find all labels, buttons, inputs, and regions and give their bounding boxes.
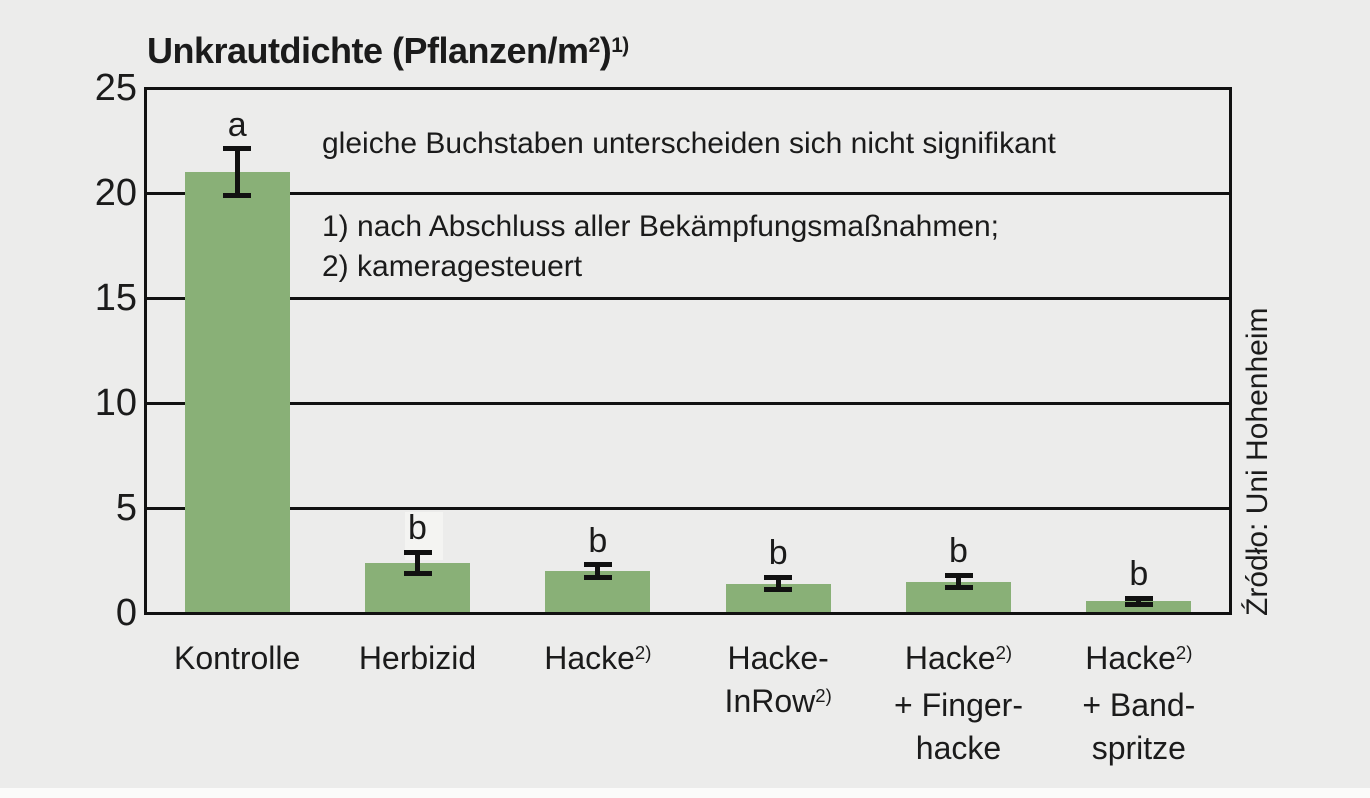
significance-letter-0: a: [227, 105, 247, 144]
significance-letter-1: b: [408, 509, 427, 548]
chart-title: Unkrautdichte (Pflanzen/m2)1): [147, 30, 629, 72]
gridline-20: [147, 191, 1229, 195]
x-axis-label-line: + Band-: [1082, 687, 1196, 723]
x-axis-label-4: Hacke2) + Finger-hacke: [852, 637, 1066, 770]
y-tick-label-20: 20: [94, 172, 137, 214]
x-axis-label-line: + Finger-: [894, 687, 1023, 723]
x-axis-label-0: Kontrolle: [130, 637, 344, 680]
x-axis-label-line: Kontrolle: [174, 640, 301, 676]
x-axis-label-1: Herbizid: [311, 637, 525, 680]
error-bar-stem-1: [415, 552, 420, 574]
bar-Kontrolle: [184, 172, 290, 613]
error-bar-cap-bottom-1: [403, 570, 432, 576]
x-axis-label-line: Herbizid: [358, 640, 477, 676]
x-axis-label-line: Hacke2): [1085, 640, 1193, 676]
error-bar-cap-top-1: [403, 549, 432, 555]
x-axis-label-footnote-ref: 2): [995, 641, 1013, 663]
error-bar-stem-4: [956, 575, 961, 588]
chart-title-text: Unkrautdichte (Pflanzen/m: [147, 30, 589, 71]
significance-letter-5: b: [1129, 555, 1149, 594]
chart-title-footnote-ref: 1): [611, 33, 629, 57]
x-axis-label-footnote-ref: 2): [815, 684, 832, 706]
error-bar-stem-2: [595, 564, 601, 578]
x-axis-label-line: spritze: [1091, 730, 1186, 766]
y-tick-label-10: 10: [94, 382, 137, 424]
error-bar-cap-top-4: [944, 572, 973, 578]
bar-Hacke 2) + Bandspritze: [1086, 601, 1192, 613]
error-bar-cap-bottom-3: [764, 587, 793, 593]
error-bar-cap-top-3: [764, 574, 793, 580]
bottom-strip: [0, 788, 1370, 798]
x-axis-label-footnote-ref: 2): [634, 641, 652, 663]
chart-title-close-paren: ): [599, 30, 612, 71]
x-axis-label-footnote-ref: 2): [1175, 641, 1193, 663]
error-bar-cap-top-5: [1124, 595, 1153, 601]
gridline-5: [147, 506, 1229, 510]
y-tick-label-15: 15: [94, 277, 137, 319]
x-axis-label-line: Hacke2): [904, 640, 1013, 676]
significance-note: gleiche Buchstaben unterscheiden sich ni…: [322, 127, 1056, 160]
x-axis-label-5: Hacke2) + Band-spritze: [1032, 637, 1246, 770]
y-tick-label-5: 5: [115, 487, 137, 529]
source-credit: Źródło: Uni Hohenheim: [1241, 307, 1274, 616]
error-bar-cap-bottom-5: [1124, 602, 1153, 608]
error-bar-stem-3: [775, 577, 781, 590]
error-bar-cap-top-0: [223, 146, 252, 152]
x-axis-label-line: Hacke2): [544, 640, 652, 676]
error-bar-stem-0: [234, 148, 240, 196]
significance-letter-3: b: [768, 534, 788, 573]
footnote-2: 2) kameragesteuert: [322, 250, 583, 283]
footnote-1: 1) nach Abschluss aller Bekämpfungsmaßna…: [322, 210, 1000, 243]
x-axis-label-3: Hacke- InRow2): [671, 637, 885, 727]
error-bar-cap-bottom-4: [944, 585, 973, 591]
x-axis-label-line: Hacke-: [727, 640, 829, 676]
error-bar-cap-bottom-0: [223, 192, 252, 198]
chart-title-unit-superscript: 2: [588, 33, 601, 57]
error-bar-cap-top-2: [583, 562, 612, 568]
error-bar-cap-bottom-2: [583, 574, 612, 580]
y-tick-label-0: 0: [115, 592, 137, 634]
significance-letter-4: b: [949, 532, 968, 571]
significance-letter-2: b: [588, 521, 608, 560]
y-tick-label-25: 25: [94, 67, 137, 109]
x-axis-label-2: Hacke2): [491, 637, 705, 684]
x-axis-label-line: InRow2): [724, 683, 832, 719]
plot-area-frame: [144, 87, 1232, 615]
gridline-15: [147, 296, 1229, 300]
gridline-10: [147, 401, 1229, 405]
error-bar-stem-5: [1136, 598, 1142, 605]
x-axis-label-line: hacke: [915, 730, 1002, 766]
